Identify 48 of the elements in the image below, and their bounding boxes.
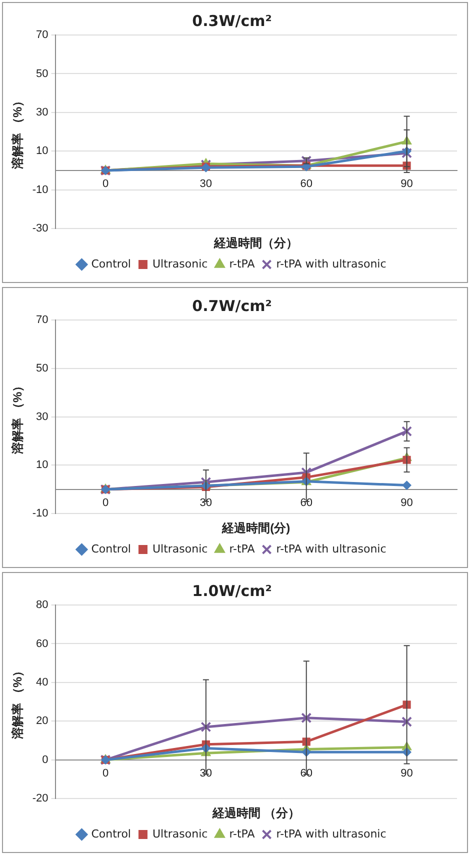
- legend-label: Control: [91, 827, 131, 840]
- y-tick-label: -10: [32, 184, 48, 196]
- y-axis-title: 溶解率 （%）: [10, 94, 25, 170]
- x-tick-label: 60: [300, 768, 312, 780]
- y-tick-label: 30: [36, 106, 48, 118]
- legend-label: Control: [91, 257, 131, 270]
- y-tick-label: -30: [32, 222, 48, 235]
- legend-label: Ultrasonic: [152, 257, 208, 270]
- x-tick-label: 0: [102, 497, 109, 510]
- legend-label: Control: [91, 542, 131, 556]
- legend-label: r-tPA: [229, 257, 256, 270]
- x-axis-title: 経過時間（分）: [213, 236, 298, 250]
- legend-label: Ultrasonic: [152, 827, 208, 840]
- y-tick-label: 50: [36, 68, 48, 80]
- y-tick-label: 20: [36, 715, 48, 728]
- legend-label: r-tPA with ultrasonic: [276, 542, 386, 556]
- chart-title: 1.0W/cm²: [192, 582, 272, 600]
- x-tick-label: 60: [300, 178, 312, 190]
- y-tick-label: 60: [36, 638, 48, 650]
- x-tick-label: 0: [102, 178, 109, 190]
- y-axis-title: 溶解率 （%）: [10, 380, 25, 455]
- y-tick-label: 30: [36, 410, 48, 423]
- x-tick-label: 90: [400, 497, 413, 510]
- y-tick-label: 10: [36, 459, 48, 472]
- x-tick-label: 30: [200, 178, 212, 190]
- y-tick-label: 40: [36, 676, 48, 688]
- y-axis-title: 溶解率 （%）: [10, 664, 25, 740]
- chart-title: 0.3W/cm²: [192, 12, 272, 30]
- y-tick-label: 50: [36, 362, 48, 374]
- legend-label: r-tPA with ultrasonic: [276, 827, 386, 840]
- x-axis-title: 経過時間(分): [221, 521, 290, 536]
- x-tick-label: 90: [400, 178, 413, 190]
- y-tick-label: -10: [32, 508, 48, 520]
- legend-label: r-tPA: [229, 827, 256, 840]
- legend-label: Ultrasonic: [152, 542, 208, 556]
- chart-title: 0.7W/cm²: [192, 296, 272, 315]
- x-axis-title: 経過時間 （分）: [211, 806, 300, 820]
- y-tick-label: 70: [36, 314, 48, 326]
- x-tick-label: 90: [400, 768, 413, 780]
- y-tick-label: 10: [36, 145, 48, 158]
- y-tick-label: 70: [36, 29, 48, 42]
- y-tick-label: -20: [32, 792, 48, 805]
- legend-label: r-tPA: [229, 542, 256, 556]
- x-tick-label: 30: [200, 768, 212, 780]
- y-tick-label: 80: [36, 599, 48, 612]
- x-tick-label: 0: [102, 768, 109, 780]
- legend-label: r-tPA with ultrasonic: [276, 257, 386, 270]
- y-tick-label: 0: [42, 754, 48, 766]
